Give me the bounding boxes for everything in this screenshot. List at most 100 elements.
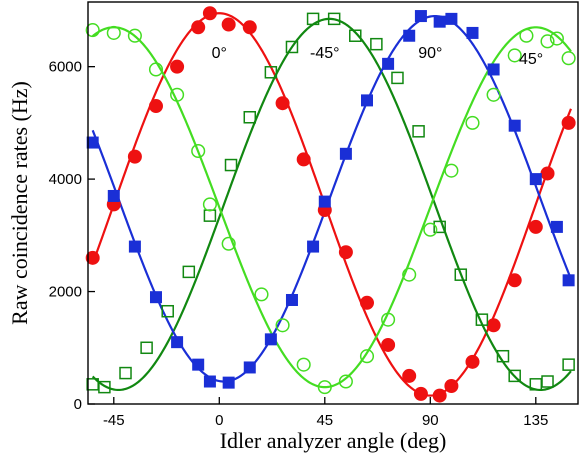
point-series-3-24 <box>561 51 576 66</box>
point-series-1-16 <box>412 125 425 138</box>
point-series-2-22 <box>508 119 521 132</box>
point-series-0-21 <box>507 273 522 288</box>
point-series-2-6 <box>203 375 216 388</box>
point-series-3-14 <box>381 312 396 327</box>
point-series-2-25 <box>562 274 575 287</box>
point-series-3-8 <box>254 287 269 302</box>
point-series-3-5 <box>191 143 206 159</box>
axis-ticks: -45 0 45 90 135 0 2000 4000 6000 <box>49 59 549 429</box>
point-series-0-18 <box>444 379 459 394</box>
fit-curve-series-1 <box>91 17 572 392</box>
point-series-3-10 <box>296 357 311 372</box>
y-tick-label-1: 2000 <box>49 284 82 301</box>
point-series-3-3 <box>148 62 164 77</box>
series-label-2: 90° <box>418 45 442 62</box>
point-series-1-7 <box>224 158 238 172</box>
point-series-0-6 <box>202 6 217 21</box>
point-series-1-21 <box>508 369 521 383</box>
point-series-1-2 <box>119 366 132 380</box>
point-series-1-12 <box>327 12 341 26</box>
point-series-1-15 <box>391 71 404 85</box>
point-series-2-13 <box>339 147 352 160</box>
point-series-0-2 <box>127 149 142 164</box>
point-series-3-12 <box>338 374 353 389</box>
point-series-1-4 <box>161 304 174 318</box>
point-series-2-9 <box>264 333 277 346</box>
x-tick-label-3: 90 <box>422 412 439 429</box>
data-markers <box>85 6 576 403</box>
point-series-3-22 <box>540 34 555 49</box>
point-series-3-2 <box>127 28 142 43</box>
point-series-2-15 <box>382 57 395 70</box>
point-series-3-17 <box>444 163 459 178</box>
series-label-1: -45° <box>310 45 340 62</box>
point-series-2-8 <box>243 361 256 374</box>
point-series-0-23 <box>540 166 555 181</box>
point-series-0-13 <box>359 295 374 310</box>
y-tick-label-2: 4000 <box>49 171 82 188</box>
point-series-2-21 <box>487 63 500 76</box>
point-series-1-18 <box>454 268 468 281</box>
point-series-1-13 <box>349 29 362 42</box>
point-series-1-20 <box>496 349 510 363</box>
point-series-0-3 <box>148 99 163 114</box>
series-labels: 0° -45° 90° 45° <box>212 45 544 68</box>
point-series-3-21 <box>519 28 534 43</box>
plot-frame <box>87 1 579 405</box>
point-series-3-4 <box>170 87 185 102</box>
point-series-0-5 <box>191 20 206 35</box>
point-series-0-10 <box>296 152 311 167</box>
point-series-1-3 <box>140 341 153 355</box>
point-series-0-16 <box>413 386 428 401</box>
point-series-3-9 <box>275 318 290 333</box>
point-series-0-7 <box>221 17 236 32</box>
series-label-0: 0° <box>212 45 227 62</box>
point-series-1-1 <box>98 380 111 394</box>
point-series-2-19 <box>445 12 458 25</box>
series-label-3: 45° <box>519 51 543 68</box>
point-series-2-1 <box>107 189 120 202</box>
point-series-2-20 <box>466 26 479 39</box>
point-series-3-20 <box>507 48 522 63</box>
point-series-1-9 <box>264 66 278 79</box>
point-series-2-24 <box>550 220 563 233</box>
point-series-2-2 <box>128 240 141 253</box>
point-series-2-5 <box>192 358 205 371</box>
point-series-2-0 <box>86 136 99 149</box>
point-series-2-23 <box>529 173 542 186</box>
point-series-2-14 <box>360 94 373 107</box>
point-series-0-19 <box>465 354 480 369</box>
point-series-3-11 <box>317 380 332 395</box>
point-series-2-16 <box>403 29 416 42</box>
y-tick-label-0: 0 <box>74 396 82 413</box>
point-series-0-12 <box>338 245 353 260</box>
fit-curve-series-2 <box>91 14 572 383</box>
point-series-3-7 <box>221 236 236 251</box>
point-series-2-10 <box>285 293 298 306</box>
point-series-0-14 <box>381 337 396 352</box>
x-tick-label-0: -45 <box>103 412 125 429</box>
point-series-3-18 <box>465 115 480 130</box>
point-series-2-18 <box>433 15 446 28</box>
point-series-1-19 <box>475 313 489 326</box>
point-series-1-10 <box>285 40 299 54</box>
point-series-3-19 <box>486 87 501 102</box>
point-series-2-3 <box>149 291 162 304</box>
point-series-3-0 <box>85 23 100 38</box>
point-series-2-17 <box>414 10 427 23</box>
point-series-2-12 <box>318 195 331 208</box>
point-series-3-15 <box>402 267 417 282</box>
point-series-1-23 <box>541 375 554 388</box>
point-series-0-22 <box>528 219 543 234</box>
point-series-0-24 <box>561 115 576 130</box>
point-series-1-24 <box>562 358 575 371</box>
point-series-0-17 <box>432 388 447 403</box>
point-series-1-17 <box>433 220 446 234</box>
point-series-2-11 <box>307 240 320 253</box>
point-series-1-5 <box>182 265 196 279</box>
point-series-0-4 <box>170 59 185 74</box>
fit-curve-series-3 <box>91 26 572 389</box>
point-series-3-23 <box>549 31 564 46</box>
point-series-0-0 <box>85 250 100 265</box>
